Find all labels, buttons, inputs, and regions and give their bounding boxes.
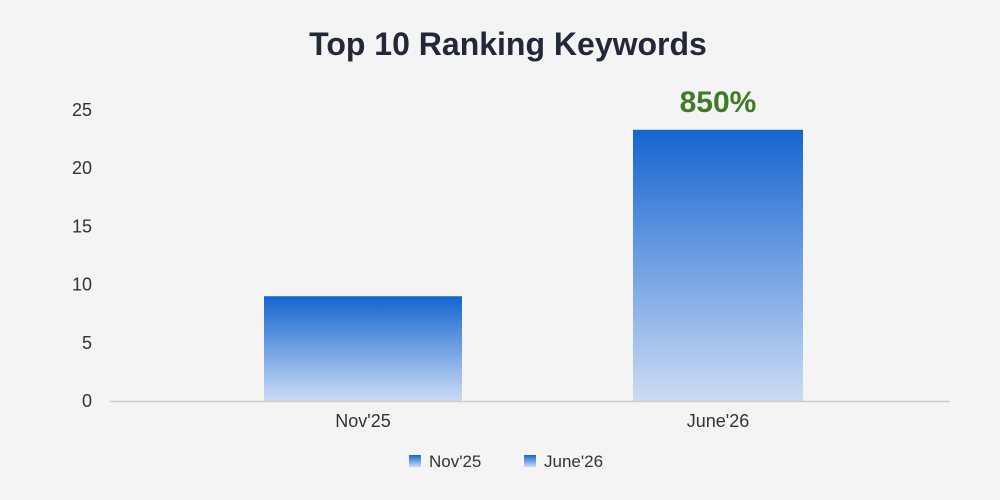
bar [264, 296, 462, 401]
y-tick-label: 0 [82, 391, 92, 411]
legend-label: June'26 [544, 452, 603, 471]
y-tick-label: 10 [72, 275, 92, 295]
y-tick-label: 20 [72, 158, 92, 178]
legend-swatch [524, 455, 536, 467]
legend-label: Nov'25 [429, 452, 481, 471]
y-tick-label: 15 [72, 216, 92, 236]
chart-title: Top 10 Ranking Keywords [309, 26, 707, 62]
x-axis: Nov'25 June'26 [335, 411, 749, 431]
x-tick-label: Nov'25 [335, 411, 390, 431]
bar [633, 129, 803, 401]
legend: Nov'25 June'26 [409, 452, 603, 471]
y-tick-label: 5 [82, 333, 92, 353]
x-tick-label: June'26 [687, 411, 750, 431]
y-axis: 0 5 10 15 20 25 [72, 100, 92, 411]
bars-group [264, 129, 803, 401]
y-tick-label: 25 [72, 100, 92, 120]
annotation-label: 850% [680, 86, 757, 119]
legend-swatch [409, 455, 421, 467]
annotations-group: 850% [680, 86, 757, 119]
